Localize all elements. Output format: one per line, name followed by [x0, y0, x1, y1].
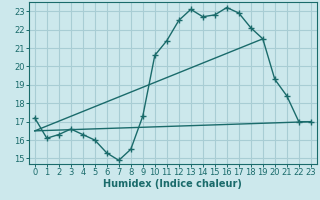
- X-axis label: Humidex (Indice chaleur): Humidex (Indice chaleur): [103, 179, 242, 189]
